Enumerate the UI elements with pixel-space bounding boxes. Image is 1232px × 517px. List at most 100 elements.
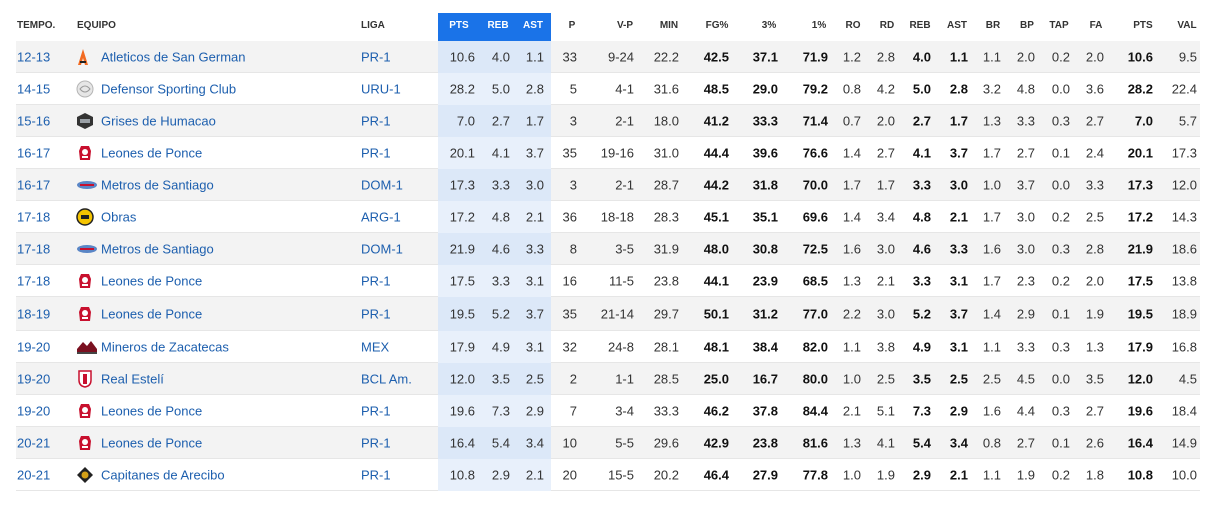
cell-val: 16.8 xyxy=(1172,340,1197,355)
cell-team[interactable]: Leones de Ponce xyxy=(101,307,202,322)
cell-team[interactable]: Leones de Ponce xyxy=(101,404,202,419)
table-row[interactable]: 20-21 Capitanes de Arecibo PR-1 10.8 2.9 2.1 2… xyxy=(17,467,1197,483)
cell-vp: 3-5 xyxy=(615,242,634,257)
table-row[interactable]: 17-18 Metros de Santiago DOM-1 21.9 4.6 3.3 8 3… xyxy=(17,242,1197,257)
cell-ro: 2.1 xyxy=(843,404,861,419)
table-row[interactable]: 19-20 Mineros de Zacatecas MEX 17.9 4.9 3.1 32… xyxy=(17,340,1197,355)
cell-team[interactable]: Metros de Santiago xyxy=(101,242,214,257)
cell-liga[interactable]: PR-1 xyxy=(361,404,391,419)
cell-team[interactable]: Leones de Ponce xyxy=(101,146,202,161)
cell-pts-avg: 17.5 xyxy=(450,274,475,289)
highlight-cell-background xyxy=(438,297,551,331)
cell-p: 16 xyxy=(563,274,577,289)
table-row[interactable]: 18-19 Leones de Ponce PR-1 19.5 5.2 3.7 35 21-1… xyxy=(17,307,1197,322)
cell-team[interactable]: Real Estelí xyxy=(101,372,164,387)
table-row[interactable]: 19-20 Real Estelí BCL Am. 12.0 3.5 2.5 2 1-1 28.… xyxy=(17,370,1197,388)
column-header-temp[interactable]: TEMPO. xyxy=(17,20,56,31)
table-row[interactable]: 20-21 Leones de Ponce PR-1 16.4 5.4 3.4 10 5-5 2… xyxy=(17,436,1197,451)
column-header-three[interactable]: 3% xyxy=(762,20,777,31)
cell-temp[interactable]: 19-20 xyxy=(17,372,50,387)
cell-val: 10.0 xyxy=(1172,468,1197,483)
cell-liga[interactable]: PR-1 xyxy=(361,436,391,451)
cell-liga[interactable]: DOM-1 xyxy=(361,178,403,193)
table-row[interactable]: 16-17 Metros de Santiago DOM-1 17.3 3.3 3.0 3 2… xyxy=(17,178,1197,193)
column-header-p[interactable]: P xyxy=(569,20,576,31)
column-header-fg[interactable]: FG% xyxy=(706,20,729,31)
column-header-val[interactable]: VAL xyxy=(1177,20,1196,31)
cell-temp[interactable]: 18-19 xyxy=(17,307,50,322)
table-row[interactable]: 12-13 Atleticos de San German PR-1 10.6 4.0 1… xyxy=(17,49,1197,65)
highlight-cell-background xyxy=(438,233,551,265)
cell-reb: 4.9 xyxy=(913,340,931,355)
row-background xyxy=(16,427,1200,459)
column-header-ast-avg[interactable]: AST xyxy=(523,20,543,31)
cell-liga[interactable]: PR-1 xyxy=(361,307,391,322)
cell-team[interactable]: Grises de Humacao xyxy=(101,114,216,129)
cell-team[interactable]: Metros de Santiago xyxy=(101,178,214,193)
cell-p: 36 xyxy=(563,210,577,225)
column-header-team[interactable]: EQUIPO xyxy=(77,20,116,31)
row-background xyxy=(16,297,1200,331)
cell-team[interactable]: Mineros de Zacatecas xyxy=(101,340,229,355)
cell-liga[interactable]: DOM-1 xyxy=(361,242,403,257)
cell-temp[interactable]: 20-21 xyxy=(17,468,50,483)
cell-liga[interactable]: ARG-1 xyxy=(361,210,401,225)
column-header-pts[interactable]: PTS xyxy=(1133,20,1153,31)
cell-liga[interactable]: PR-1 xyxy=(361,50,391,65)
cell-temp[interactable]: 19-20 xyxy=(17,404,50,419)
cell-val: 18.4 xyxy=(1172,404,1197,419)
column-header-rd[interactable]: RD xyxy=(880,20,894,31)
column-header-reb[interactable]: REB xyxy=(909,20,930,31)
cell-liga[interactable]: URU-1 xyxy=(361,82,401,97)
column-header-br[interactable]: BR xyxy=(986,20,1001,31)
cell-liga[interactable]: MEX xyxy=(361,340,390,355)
table-row[interactable]: 16-17 Leones de Ponce PR-1 20.1 4.1 3.7 35 19-1… xyxy=(17,146,1197,161)
table-row[interactable]: 17-18 Leones de Ponce PR-1 17.5 3.3 3.1 16 11-5… xyxy=(17,274,1197,289)
cell-team[interactable]: Atleticos de San German xyxy=(101,50,246,65)
table-row[interactable]: 17-18 Obras ARG-1 17.2 4.8 2.1 36 18-18 28.3 45.1… xyxy=(17,208,1197,226)
cell-team[interactable]: Capitanes de Arecibo xyxy=(101,468,225,483)
column-header-reb-avg[interactable]: REB xyxy=(487,20,508,31)
cell-temp[interactable]: 16-17 xyxy=(17,146,50,161)
cell-temp[interactable]: 17-18 xyxy=(17,274,50,289)
column-header-pts-avg[interactable]: PTS xyxy=(449,20,469,31)
table-row[interactable]: 14-15 Defensor Sporting Club URU-1 28.2 5.0 2… xyxy=(17,80,1197,98)
column-header-ast[interactable]: AST xyxy=(947,20,967,31)
cell-br: 1.1 xyxy=(983,340,1001,355)
cell-liga[interactable]: PR-1 xyxy=(361,146,391,161)
column-header-min[interactable]: MIN xyxy=(660,20,678,31)
column-header-fa[interactable]: FA xyxy=(1090,20,1103,31)
cell-min: 31.9 xyxy=(654,242,679,257)
cell-team[interactable]: Leones de Ponce xyxy=(101,436,202,451)
cell-reb-avg: 4.0 xyxy=(492,50,510,65)
cell-temp[interactable]: 16-17 xyxy=(17,178,50,193)
cell-team[interactable]: Obras xyxy=(101,210,137,225)
cell-temp[interactable]: 17-18 xyxy=(17,210,50,225)
cell-temp[interactable]: 12-13 xyxy=(17,50,50,65)
table-row[interactable]: 15-16 Grises de Humacao PR-1 7.0 2.7 1.7 3 2-1 1… xyxy=(17,113,1197,129)
column-header-ro[interactable]: RO xyxy=(846,20,861,31)
cell-temp[interactable]: 20-21 xyxy=(17,436,50,451)
cell-pts: 17.5 xyxy=(1128,274,1153,289)
column-header-tap[interactable]: TAP xyxy=(1049,20,1069,31)
column-header-liga[interactable]: LIGA xyxy=(361,20,385,31)
cell-three: 31.8 xyxy=(753,178,778,193)
cell-team[interactable]: Leones de Ponce xyxy=(101,274,202,289)
cell-temp[interactable]: 19-20 xyxy=(17,340,50,355)
column-header-bp[interactable]: BP xyxy=(1020,20,1034,31)
table-row[interactable]: 19-20 Leones de Ponce PR-1 19.6 7.3 2.9 7 3-4 33… xyxy=(17,404,1197,419)
column-header-vp[interactable]: V-P xyxy=(617,20,633,31)
cell-fg: 46.4 xyxy=(704,468,730,483)
column-header-ft[interactable]: 1% xyxy=(812,20,827,31)
cell-val: 14.9 xyxy=(1172,436,1197,451)
cell-temp[interactable]: 15-16 xyxy=(17,114,50,129)
cell-team[interactable]: Defensor Sporting Club xyxy=(101,82,236,97)
cell-temp[interactable]: 14-15 xyxy=(17,82,50,97)
cell-tap: 0.0 xyxy=(1052,178,1070,193)
cell-temp[interactable]: 17-18 xyxy=(17,242,50,257)
cell-ast-avg: 3.4 xyxy=(526,436,544,451)
cell-liga[interactable]: PR-1 xyxy=(361,114,391,129)
cell-liga[interactable]: BCL Am. xyxy=(361,372,412,387)
cell-liga[interactable]: PR-1 xyxy=(361,274,391,289)
cell-liga[interactable]: PR-1 xyxy=(361,468,391,483)
